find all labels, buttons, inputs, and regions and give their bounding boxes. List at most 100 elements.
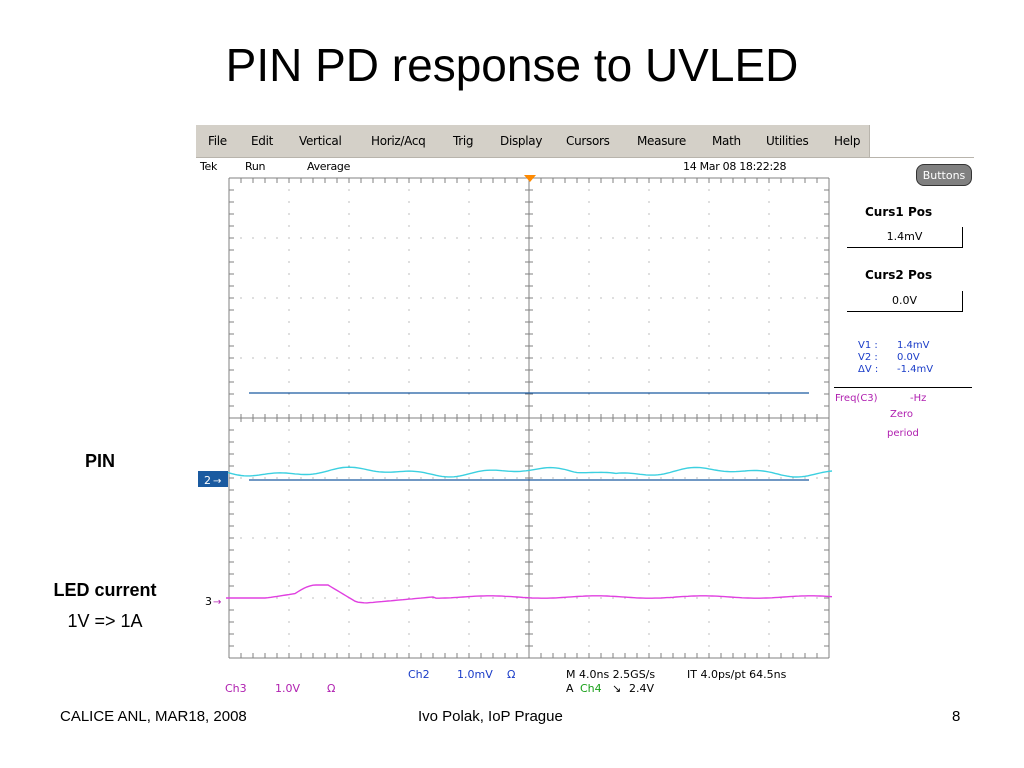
menu-math[interactable]: Math	[712, 134, 741, 148]
buttons-toggle-button[interactable]: Buttons	[916, 164, 972, 186]
graticule-dot	[288, 381, 290, 383]
graticule-dot	[588, 273, 590, 275]
pin-label: PIN	[84, 451, 115, 471]
graticule-dot	[468, 429, 470, 431]
graticule-dot	[288, 249, 290, 251]
graticule-dot	[276, 297, 278, 299]
graticule-dot	[816, 237, 818, 239]
graticule-dot	[708, 273, 710, 275]
menu-utilities[interactable]: Utilities	[766, 134, 809, 148]
curs1-pos-field[interactable]: 1.4mV	[847, 227, 963, 248]
graticule-dot	[540, 297, 542, 299]
menu-edit[interactable]: Edit	[251, 134, 274, 148]
menu-help[interactable]: Help	[834, 134, 861, 148]
graticule-dot	[468, 585, 470, 587]
menu-horiz-acq[interactable]: Horiz/Acq	[371, 134, 426, 148]
graticule-dot	[648, 213, 650, 215]
graticule-dot	[648, 333, 650, 335]
waveform-display[interactable]: 2 → 3 →	[196, 173, 836, 665]
graticule-dot	[696, 477, 698, 479]
graticule-dot	[576, 297, 578, 299]
graticule-dot	[288, 369, 290, 371]
graticule-dot	[708, 345, 710, 347]
graticule-dot	[468, 261, 470, 263]
graticule-dot	[720, 357, 722, 359]
graticule-dot	[708, 489, 710, 491]
graticule-dot	[756, 237, 758, 239]
graticule-dot	[768, 285, 770, 287]
menu-measure[interactable]: Measure	[637, 134, 686, 148]
graticule-dot	[408, 573, 410, 575]
graticule-dot	[780, 537, 782, 539]
graticule-dot	[588, 633, 590, 635]
graticule-dot	[288, 441, 290, 443]
graticule-dot	[708, 309, 710, 311]
graticule-dot	[348, 441, 350, 443]
graticule-dot	[636, 477, 638, 479]
menu-cursors[interactable]: Cursors	[566, 134, 610, 148]
graticule-dot	[468, 621, 470, 623]
graticule-dot	[648, 573, 650, 575]
graticule-dot	[348, 213, 350, 215]
graticule-dot	[408, 513, 410, 515]
readout-v1-name: V1 :	[858, 340, 878, 351]
graticule-dot	[768, 513, 770, 515]
graticule-dot	[408, 261, 410, 263]
graticule-dot	[504, 357, 506, 359]
graticule-dot	[456, 297, 458, 299]
graticule-dot	[300, 237, 302, 239]
graticule-dot	[408, 345, 410, 347]
graticule-dot	[288, 357, 290, 359]
graticule-dot	[768, 645, 770, 647]
graticule-dot	[768, 585, 770, 587]
graticule-dot	[264, 357, 266, 359]
graticule-dot	[336, 357, 338, 359]
readout-v2-name: V2 :	[858, 352, 878, 363]
menu-vertical[interactable]: Vertical	[299, 134, 342, 148]
graticule-dot	[636, 357, 638, 359]
menu-file[interactable]: File	[208, 134, 227, 148]
graticule-dot	[324, 357, 326, 359]
graticule-dot	[348, 201, 350, 203]
graticule-dot	[660, 537, 662, 539]
graticule-dot	[576, 237, 578, 239]
graticule-dot	[816, 537, 818, 539]
graticule-dot	[768, 261, 770, 263]
graticule-dot	[468, 321, 470, 323]
menu-display[interactable]: Display	[500, 134, 543, 148]
graticule-dot	[648, 393, 650, 395]
graticule-dot	[468, 225, 470, 227]
graticule-dot	[324, 597, 326, 599]
graticule-dot	[588, 357, 590, 359]
graticule-dot	[648, 249, 650, 251]
graticule-dot	[504, 477, 506, 479]
graticule-dot	[288, 645, 290, 647]
trigger-position-marker	[524, 175, 536, 182]
graticule-dot	[588, 225, 590, 227]
graticule-dot	[348, 525, 350, 527]
graticule-dot	[468, 645, 470, 647]
graticule-dot	[804, 597, 806, 599]
graticule-dot	[648, 609, 650, 611]
graticule-dot	[288, 261, 290, 263]
ch3-waveform	[226, 584, 833, 604]
graticule-dot	[348, 429, 350, 431]
graticule-dot	[336, 297, 338, 299]
graticule-dot	[408, 645, 410, 647]
acquisition-mode: Average	[307, 160, 351, 173]
graticule-dot	[636, 237, 638, 239]
graticule-dot	[792, 237, 794, 239]
graticule-dot	[348, 297, 350, 299]
curs2-pos-field[interactable]: 0.0V	[847, 291, 963, 312]
graticule-dot	[264, 297, 266, 299]
graticule-dot	[588, 405, 590, 407]
graticule-dot	[288, 609, 290, 611]
trigger-source-prefix: A	[566, 682, 574, 695]
graticule-dot	[708, 549, 710, 551]
graticule-dot	[336, 237, 338, 239]
graticule-dot	[720, 597, 722, 599]
graticule-dot	[348, 381, 350, 383]
menu-trig[interactable]: Trig	[453, 134, 474, 148]
graticule-dot	[240, 537, 242, 539]
freq-note-period: period	[887, 428, 919, 439]
